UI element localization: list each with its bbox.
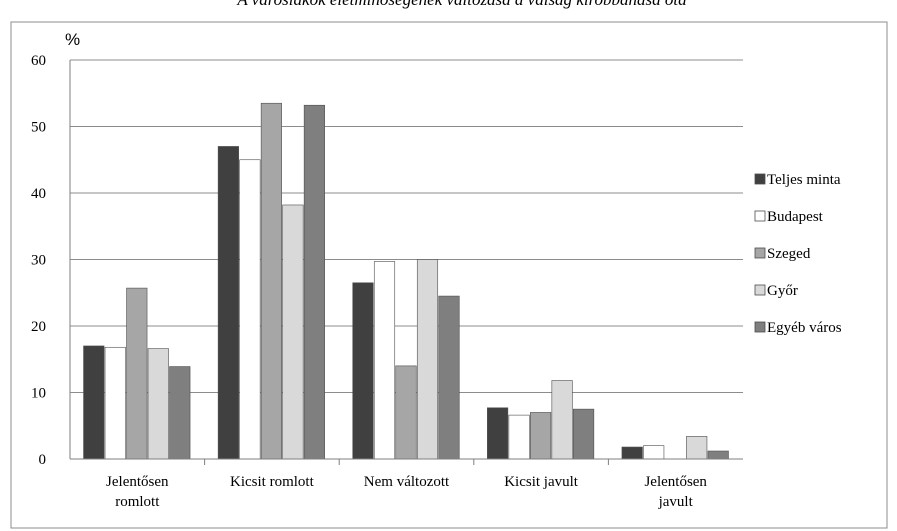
bar-teljes-minta [487, 407, 509, 460]
axes [69, 60, 743, 465]
bar-egyéb-város [573, 408, 595, 460]
bar-szeged [126, 287, 148, 460]
y-tick-label: 20 [31, 319, 46, 335]
y-tick-label: 60 [31, 53, 46, 69]
y-tick-label: 0 [39, 452, 47, 468]
y-axis-unit: % [65, 30, 80, 49]
bar-budapest [508, 414, 530, 460]
x-category-label: romlott [115, 494, 160, 510]
legend-swatch [754, 321, 766, 333]
bar-budapest [643, 445, 665, 460]
bar-egyéb-város [303, 104, 325, 460]
bar-egyéb-város [438, 295, 460, 460]
y-tick-label: 40 [31, 186, 46, 202]
bar-győr [147, 348, 169, 460]
x-category-label: javult [658, 494, 694, 510]
y-tick-label: 30 [31, 253, 46, 269]
x-category-label: Kicsit javult [504, 474, 579, 490]
y-tick-labels: 0 10 20 30 40 50 60 [31, 53, 46, 468]
x-category-labels: Jelentősen romlott Kicsit romlott Nem válto… [106, 474, 707, 510]
chart-border [10, 21, 888, 529]
bar-teljes-minta [352, 282, 374, 460]
x-category-label: Nem változott [364, 474, 450, 490]
bar-budapest [104, 346, 126, 460]
legend-label: Teljes minta [767, 172, 841, 188]
legend-swatch [754, 173, 766, 185]
bar-szeged [395, 365, 417, 460]
y-tick-label: 10 [31, 386, 46, 402]
legend-swatch [754, 210, 766, 222]
bar-szeged [530, 412, 552, 460]
bar-budapest [373, 261, 396, 460]
legend-label: Egyéb város [767, 320, 842, 336]
bars [83, 102, 729, 460]
bar-győr [551, 380, 573, 460]
legend-label: Szeged [767, 246, 811, 262]
bar-győr [686, 436, 708, 460]
y-tick-label: 50 [31, 120, 46, 136]
x-category-label: Kicsit romlott [230, 474, 315, 490]
legend-swatch [754, 284, 766, 296]
bar-teljes-minta [217, 146, 239, 460]
bar-teljes-minta [621, 446, 643, 460]
chart-title: A városlakók életminőségének változása a… [236, 0, 686, 9]
x-category-label: Jelentősen [106, 474, 169, 490]
bar-győr [282, 204, 304, 460]
legend-label: Budapest [767, 209, 824, 225]
legend-label: Győr [767, 283, 798, 299]
bar-szeged [260, 102, 282, 460]
bar-budapest [239, 159, 261, 460]
bar-egyéb-város [169, 366, 191, 460]
bar-egyéb-város [707, 450, 729, 460]
plot-frame [10, 21, 888, 529]
x-category-label: Jelentősen [644, 474, 707, 490]
legend-swatch [754, 247, 766, 259]
legend: Teljes minta Budapest Szeged Győr Egyéb váro… [754, 172, 842, 336]
bar-győr [416, 259, 439, 460]
bar-teljes-minta [83, 345, 105, 460]
